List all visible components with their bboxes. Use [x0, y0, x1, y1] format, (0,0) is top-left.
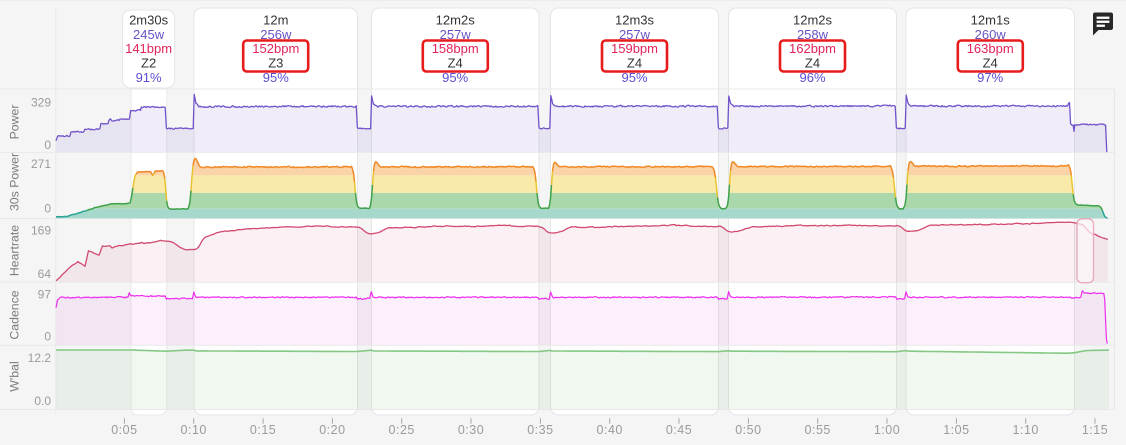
svg-text:0:20: 0:20 — [319, 423, 345, 437]
svg-text:329: 329 — [31, 95, 51, 109]
svg-text:0: 0 — [44, 202, 51, 216]
svg-text:0:45: 0:45 — [666, 423, 692, 437]
svg-text:1:10: 1:10 — [1013, 423, 1039, 437]
svg-text:12m3s: 12m3s — [615, 12, 655, 27]
svg-text:158bpm: 158bpm — [432, 41, 479, 56]
svg-text:12m2s: 12m2s — [436, 12, 476, 27]
svg-text:0:50: 0:50 — [735, 423, 761, 437]
svg-text:Power: Power — [7, 105, 21, 140]
svg-text:2m30s: 2m30s — [129, 12, 169, 27]
svg-text:0:15: 0:15 — [250, 423, 276, 437]
svg-text:Z2: Z2 — [141, 55, 156, 70]
svg-text:271: 271 — [31, 157, 51, 171]
svg-text:91%: 91% — [136, 70, 162, 85]
svg-text:152bpm: 152bpm — [252, 41, 299, 56]
svg-text:260w: 260w — [975, 27, 1007, 42]
svg-text:0: 0 — [44, 330, 51, 344]
svg-text:95%: 95% — [621, 70, 647, 85]
svg-text:169: 169 — [31, 224, 51, 238]
svg-text:1:05: 1:05 — [943, 423, 969, 437]
svg-text:162bpm: 162bpm — [789, 41, 836, 56]
svg-text:95%: 95% — [263, 70, 289, 85]
svg-text:0:25: 0:25 — [389, 423, 415, 437]
svg-text:12m1s: 12m1s — [971, 12, 1011, 27]
svg-text:97: 97 — [38, 287, 52, 301]
svg-text:258w: 258w — [797, 27, 829, 42]
svg-text:12m2s: 12m2s — [793, 12, 833, 27]
svg-text:1:00: 1:00 — [874, 423, 900, 437]
svg-text:12.2: 12.2 — [28, 351, 52, 365]
svg-text:0:40: 0:40 — [597, 423, 623, 437]
svg-text:245w: 245w — [133, 27, 165, 42]
svg-text:Z4: Z4 — [448, 55, 463, 70]
svg-text:Z4: Z4 — [805, 55, 820, 70]
svg-text:0:10: 0:10 — [181, 423, 207, 437]
svg-text:257w: 257w — [619, 27, 651, 42]
svg-text:0:05: 0:05 — [111, 423, 137, 437]
svg-text:141bpm: 141bpm — [125, 41, 172, 56]
svg-text:96%: 96% — [799, 70, 825, 85]
svg-text:97%: 97% — [977, 70, 1003, 85]
svg-text:0: 0 — [44, 138, 51, 152]
svg-text:0:55: 0:55 — [805, 423, 831, 437]
svg-text:30s Power: 30s Power — [7, 153, 21, 211]
svg-text:159bpm: 159bpm — [611, 41, 658, 56]
svg-text:64: 64 — [38, 267, 52, 281]
svg-text:Z3: Z3 — [268, 55, 283, 70]
svg-text:Cadence: Cadence — [7, 290, 21, 339]
svg-text:163bpm: 163bpm — [967, 41, 1014, 56]
svg-text:0:30: 0:30 — [458, 423, 484, 437]
svg-text:257w: 257w — [440, 27, 472, 42]
svg-text:0:35: 0:35 — [527, 423, 553, 437]
svg-text:0.0: 0.0 — [34, 394, 51, 408]
svg-text:256w: 256w — [260, 27, 292, 42]
svg-text:1:15: 1:15 — [1082, 423, 1108, 437]
svg-text:12m: 12m — [263, 12, 288, 27]
svg-text:Z4: Z4 — [627, 55, 642, 70]
svg-text:Z4: Z4 — [983, 55, 998, 70]
svg-text:W'bal: W'bal — [7, 361, 21, 391]
svg-text:Heartrate: Heartrate — [7, 225, 21, 276]
svg-text:95%: 95% — [442, 70, 468, 85]
